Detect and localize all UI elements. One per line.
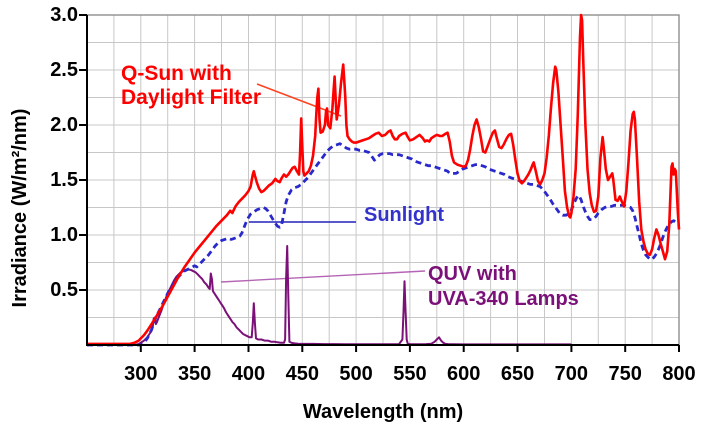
x-tick-label-500: 500 <box>339 363 373 385</box>
annotation-qsun-line1: Q-Sun with <box>121 62 232 85</box>
y-tick-label-1.5: 1.5 <box>50 169 78 191</box>
y-tick-label-3.0: 3.0 <box>50 4 78 26</box>
x-tick-label-550: 550 <box>393 363 427 385</box>
annotation-sunlight: Sunlight <box>364 204 444 226</box>
x-axis-title: Wavelength (nm) <box>302 401 464 423</box>
x-tick-label-450: 450 <box>285 363 319 385</box>
y-tick-label-2.0: 2.0 <box>50 114 78 136</box>
x-tick-label-400: 400 <box>231 363 266 385</box>
x-tick-label-750: 750 <box>608 363 642 385</box>
annotation-quv-line1: QUV with <box>428 263 517 285</box>
series-qsun-daylight <box>87 13 681 346</box>
leader-line-quv <box>220 270 426 283</box>
x-tick-label-350: 350 <box>177 363 212 385</box>
y-tick-label-1.0: 1.0 <box>50 224 78 246</box>
annotation-quv-uva340: QUV with UVA-340 Lamps <box>428 262 579 312</box>
series-sunlight <box>87 142 680 347</box>
annotation-quv-line2: UVA-340 Lamps <box>428 288 579 310</box>
x-tick-label-300: 300 <box>124 363 158 385</box>
annotation-sunlight-line1: Sunlight <box>364 204 444 226</box>
x-tick-label-650: 650 <box>500 363 535 385</box>
x-tick-label-600: 600 <box>447 363 481 385</box>
y-tick-label-2.5: 2.5 <box>50 59 78 81</box>
annotation-qsun-line2: Daylight Filter <box>121 86 262 109</box>
annotation-qsun-daylight-filter: Q-Sun with Daylight Filter <box>121 62 261 110</box>
x-tick-label-800: 800 <box>662 363 696 385</box>
y-tick-label-0.5: 0.5 <box>50 279 78 301</box>
x-tick-label-700: 700 <box>554 363 589 385</box>
